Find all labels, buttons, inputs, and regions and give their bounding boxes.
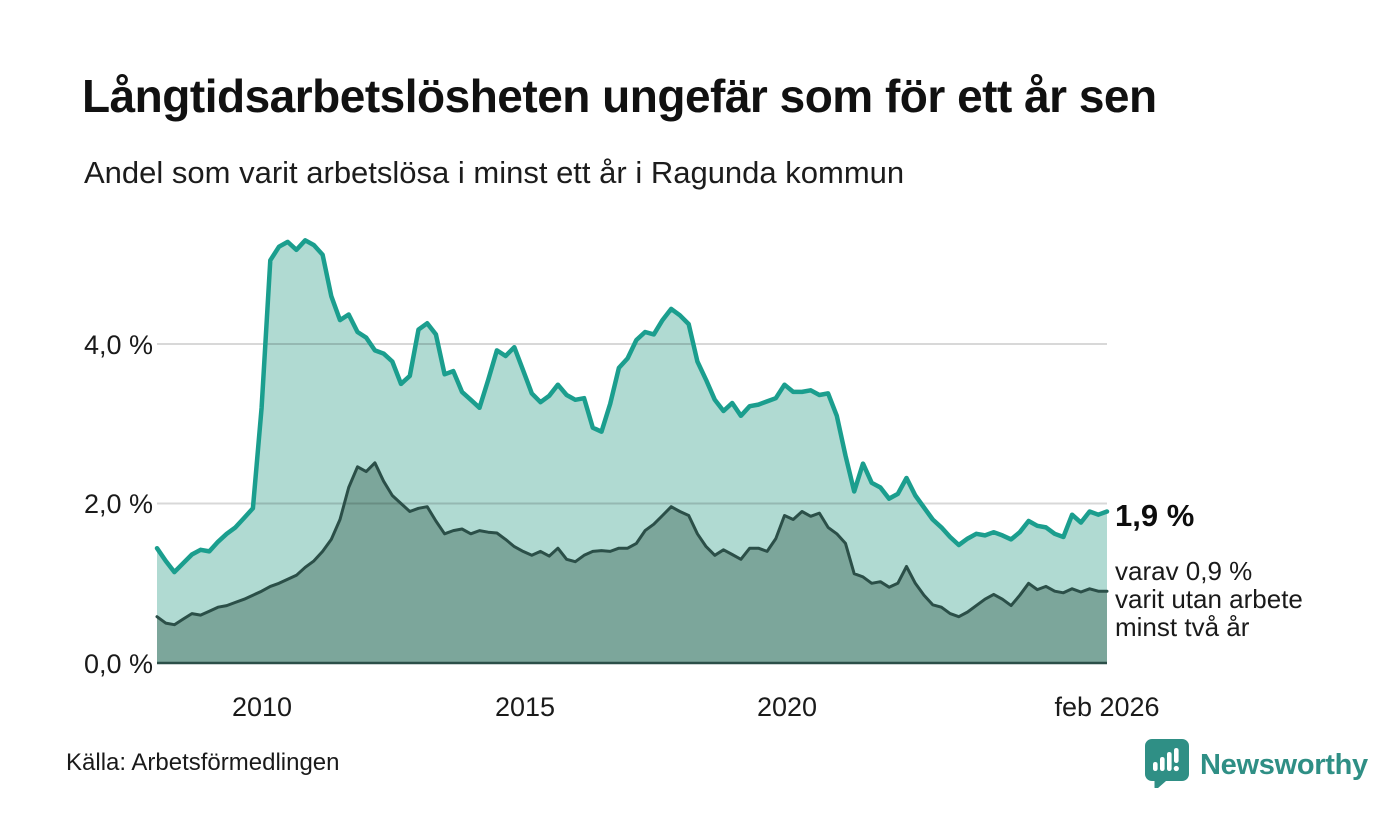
- x-tick-2020: 2020: [756, 692, 818, 722]
- newsworthy-logo-icon: [1144, 738, 1190, 793]
- brand-lockup: Newsworthy: [1144, 738, 1368, 793]
- page-title: Långtidsarbetslösheten ungefär som för e…: [82, 70, 1157, 122]
- end-value-label: 1,9 %: [1115, 498, 1195, 533]
- y-tick-0: 0,0 %: [83, 649, 153, 679]
- x-tick-feb2026: feb 2026: [1054, 692, 1160, 722]
- end-value-sublabel-line3: minst två år: [1115, 612, 1250, 642]
- end-value-sublabel-line1: varav 0,9 %: [1115, 556, 1253, 586]
- source-credit: Källa: Arbetsförmedlingen: [66, 749, 340, 776]
- y-tick-2: 2,0 %: [83, 489, 153, 519]
- page-subtitle: Andel som varit arbetslösa i minst ett å…: [84, 155, 905, 190]
- end-value-sublabel-line2: varit utan arbete: [1115, 584, 1303, 614]
- end-value-sublabel: varav 0,9 % varit utan arbete minst två …: [1115, 557, 1303, 641]
- x-tick-2010: 2010: [231, 692, 293, 722]
- x-tick-2015: 2015: [494, 692, 556, 722]
- brand-name: Newsworthy: [1200, 749, 1368, 781]
- y-tick-4: 4,0 %: [83, 330, 153, 360]
